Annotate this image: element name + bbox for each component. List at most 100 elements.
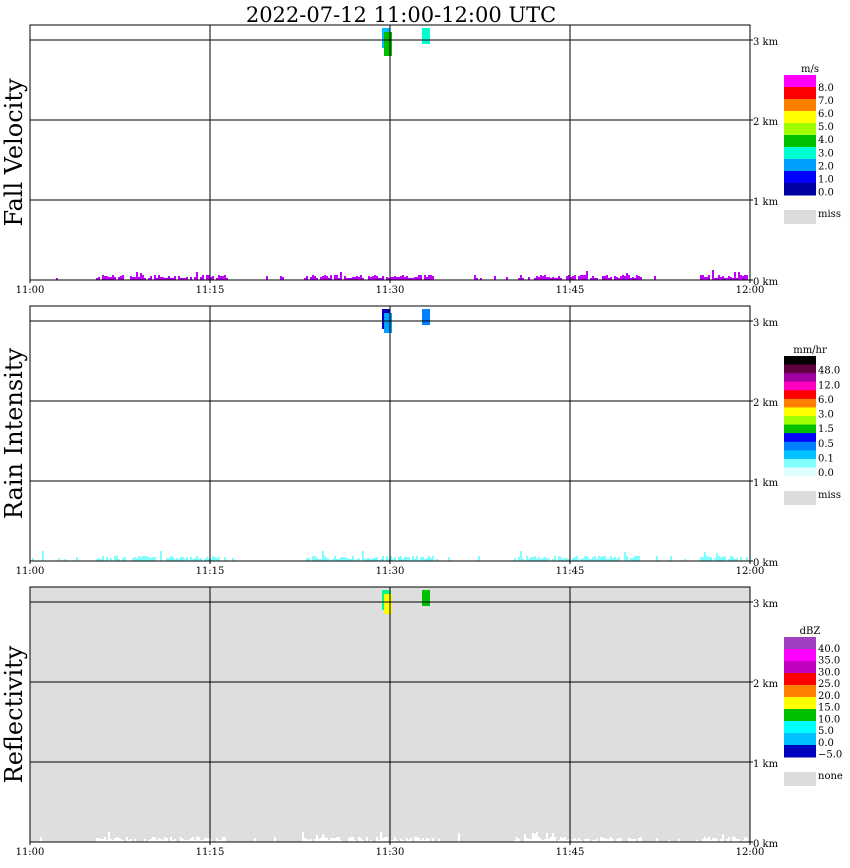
ground-echo <box>710 557 712 561</box>
ground-echo <box>308 558 310 561</box>
ground-echo <box>730 277 732 280</box>
ground-echo <box>522 559 524 561</box>
ground-echo <box>406 276 408 280</box>
ground-echo <box>522 278 524 280</box>
ground-echo <box>528 559 530 561</box>
ground-echo <box>566 840 568 842</box>
ground-echo <box>590 559 592 561</box>
ground-echo <box>448 557 450 561</box>
ground-echo <box>526 838 528 842</box>
echo-cell <box>384 313 392 333</box>
ground-echo <box>358 277 360 280</box>
ground-echo <box>380 559 382 561</box>
ground-echo <box>192 837 194 842</box>
ground-echo <box>564 558 566 561</box>
ground-echo <box>130 276 132 280</box>
ground-echo <box>160 277 162 280</box>
ground-echo <box>626 273 628 280</box>
ground-echo <box>208 275 210 280</box>
colorbar: m/s 8.0 7.0 6.0 5.0 4.0 3.0 2.0 1.0 0.0 miss <box>784 64 841 224</box>
ground-echo <box>550 278 552 280</box>
ground-echo <box>576 840 578 842</box>
ground-echo <box>368 558 370 561</box>
ground-echo <box>654 276 656 280</box>
ground-echo <box>212 276 214 280</box>
ground-echo <box>402 275 404 280</box>
ground-echo <box>330 838 332 842</box>
ground-echo <box>122 275 124 280</box>
x-tick-label: 11:45 <box>556 847 585 858</box>
ground-echo <box>634 278 636 280</box>
ground-echo <box>178 276 180 280</box>
ground-echo <box>340 557 342 561</box>
ground-echo <box>536 832 538 842</box>
ground-echo <box>314 839 316 842</box>
ground-echo <box>636 275 638 280</box>
ground-echo <box>704 837 706 842</box>
ground-echo <box>532 557 534 561</box>
ground-echo <box>586 556 588 561</box>
ground-echo <box>428 275 430 280</box>
ground-echo <box>376 276 378 280</box>
ground-echo <box>134 557 136 561</box>
ground-echo <box>572 276 574 280</box>
height-label: 1 km <box>753 197 779 208</box>
ground-echo <box>410 838 412 842</box>
ground-echo <box>190 838 192 842</box>
ground-echo <box>734 272 736 280</box>
ground-echo <box>746 838 748 842</box>
ground-echo <box>596 839 598 842</box>
ground-echo <box>716 553 718 561</box>
ground-echo <box>32 558 34 561</box>
colorbar-label: 3.0 <box>818 148 834 159</box>
x-tick-label: 11:00 <box>16 566 45 577</box>
ground-echo <box>538 557 540 561</box>
ground-echo <box>358 837 360 842</box>
ground-echo <box>104 837 106 842</box>
ground-echo <box>110 558 112 561</box>
ground-echo <box>220 840 222 842</box>
ground-echo <box>114 556 116 561</box>
ground-echo <box>316 278 318 280</box>
ground-echo <box>744 837 746 842</box>
ground-echo <box>200 558 202 561</box>
ground-echo <box>356 276 358 280</box>
ground-echo <box>378 840 380 842</box>
ground-echo <box>330 275 332 280</box>
ground-echo <box>670 556 672 561</box>
colorbar-label: 7.0 <box>818 96 834 107</box>
ground-echo <box>518 839 520 842</box>
colorbar-label: 12.0 <box>818 380 840 391</box>
colorbar-swatch <box>784 111 816 124</box>
ground-echo <box>408 557 410 561</box>
ground-echo <box>606 839 608 842</box>
colorbar-miss-label: miss <box>818 490 841 501</box>
ground-echo <box>158 275 160 280</box>
ground-echo <box>738 272 740 280</box>
ground-echo <box>362 840 364 842</box>
ground-echo <box>100 839 102 842</box>
ground-echo <box>206 557 208 561</box>
ground-echo <box>702 557 704 561</box>
ground-echo <box>194 277 196 280</box>
ground-echo <box>616 559 618 561</box>
ground-echo <box>610 837 612 842</box>
height-label: 3 km <box>753 37 779 48</box>
colorbar-swatch <box>784 171 816 184</box>
ground-echo <box>542 558 544 561</box>
ground-echo <box>632 277 634 280</box>
ground-echo <box>144 278 146 280</box>
ground-echo <box>420 275 422 280</box>
ground-echo <box>732 837 734 842</box>
ground-echo <box>712 838 714 842</box>
ground-echo <box>350 559 352 561</box>
height-label: 0 km <box>753 277 779 288</box>
ground-echo <box>146 556 148 561</box>
ground-echo <box>384 837 386 842</box>
colorbar-swatch <box>784 407 816 417</box>
ground-echo <box>388 278 390 280</box>
ground-echo <box>732 557 734 561</box>
ground-echo <box>332 838 334 842</box>
ground-echo <box>586 271 588 280</box>
ground-echo <box>560 837 562 842</box>
